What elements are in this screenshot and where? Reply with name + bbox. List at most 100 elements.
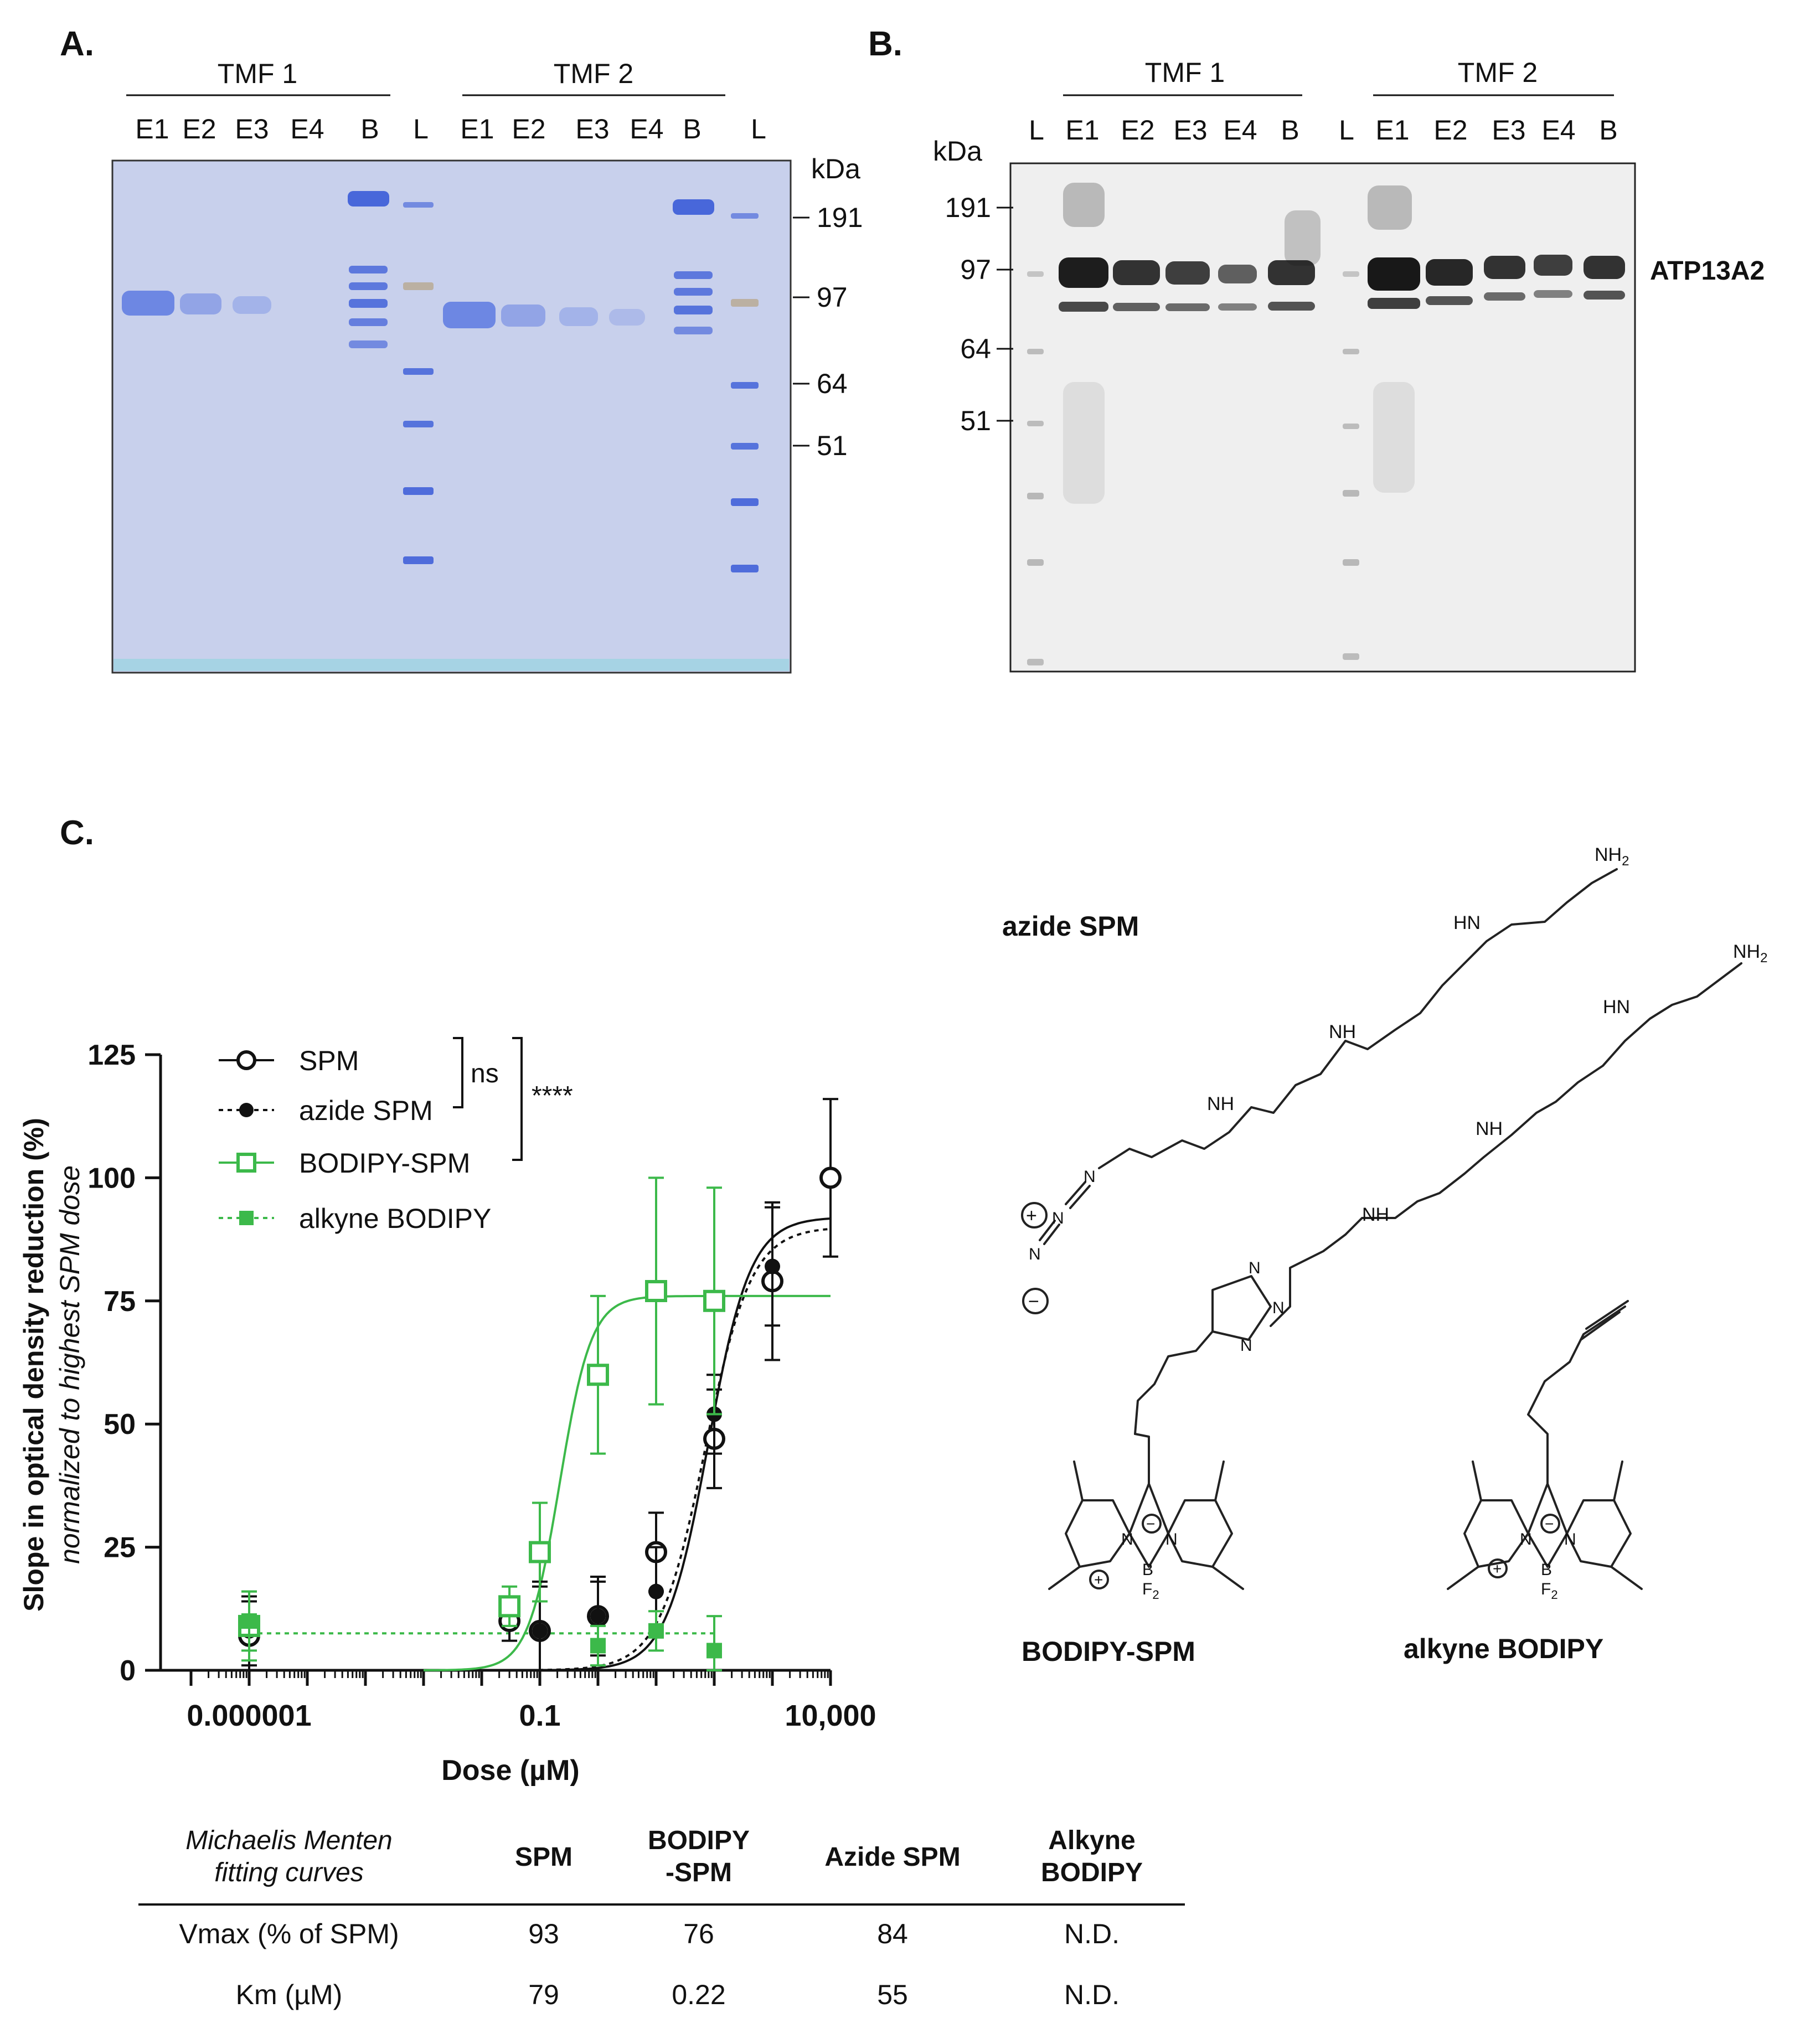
legend-label: alkyne BODIPY	[299, 1203, 491, 1234]
y-tick-label: 50	[104, 1408, 136, 1441]
panel-a-marker-label: 51	[817, 430, 848, 461]
panel-a-lane-label: B	[360, 113, 379, 144]
data-point	[648, 1623, 664, 1639]
x-axis-label: Dose (µM)	[441, 1754, 580, 1787]
table-col-azide: Azide SPM	[824, 1842, 960, 1872]
bodipy-spm-structure	[1270, 962, 1742, 1327]
panel-a-lane-label: L	[751, 113, 766, 144]
table-row-label: Km (µM)	[236, 1979, 343, 2010]
atp13a2-band-label: ATP13A2	[1650, 256, 1765, 286]
panel-b-lane-label: E1	[1375, 115, 1409, 146]
panel-b: B. TMF 1 TMF 2 L E1 E2 E3 E4 B L E1 E2 E3 E4 B kDa	[868, 25, 1765, 673]
legend-marker	[236, 1050, 256, 1070]
panel-a-marker-label: 191	[817, 202, 863, 233]
panel-a-lane-label: E4	[290, 113, 324, 144]
azide-minus: −	[1028, 1291, 1039, 1312]
panel-b-lane-label: E2	[1433, 115, 1467, 146]
atom-bodipy1-b: B	[1142, 1561, 1153, 1579]
atom-hn-2: HN	[1603, 997, 1630, 1018]
atom-nh-1: NH	[1329, 1021, 1356, 1042]
table-body: Vmax (% of SPM) 93 76 84 N.D. Km (µM) 79 0.22 55…	[179, 1918, 1120, 2010]
atom-azide-n2: N	[1052, 1209, 1064, 1227]
bodipy2-plus: +	[1493, 1560, 1502, 1577]
panel-a-lane-label: B	[683, 113, 701, 144]
data-point	[765, 1258, 780, 1274]
panel-a-lane-label: L	[413, 113, 429, 144]
panel-a-label: A.	[60, 25, 94, 63]
table-cell: 93	[528, 1918, 559, 1949]
table-cell: 76	[683, 1918, 714, 1949]
panel-a-lane-label: E2	[512, 113, 545, 144]
bodipy-spm-label: BODIPY-SPM	[1022, 1636, 1195, 1667]
legend-marker	[239, 1103, 254, 1117]
gel-bands	[114, 191, 789, 671]
data-point	[532, 1623, 548, 1639]
table-cell: N.D.	[1064, 1918, 1120, 1949]
ns-label: ns	[471, 1059, 499, 1088]
data-point	[706, 1643, 722, 1659]
atom-triazole-n1: N	[1249, 1259, 1261, 1277]
panel-b-group1-label: TMF 1	[1145, 57, 1225, 88]
chart-legend: SPM azide SPM BODIPY-SPM alkyne BODIPY ns ***…	[219, 1037, 573, 1234]
panel-a: A. TMF 1 TMF 2 E1 E2 E3 E4 B L E1 E2 E3 E4 B L	[60, 25, 863, 674]
legend-marker	[239, 1211, 254, 1225]
atom-triazole-n3: N	[1240, 1336, 1252, 1355]
data-point	[587, 1364, 609, 1386]
table-col-bodipy-line2: -SPM	[666, 1858, 732, 1887]
alkyne-bodipy-structure	[1527, 1305, 1626, 1485]
panel-b-lane-label: E4	[1223, 115, 1257, 146]
alkyne-bodipy-label: alkyne BODIPY	[1404, 1633, 1603, 1664]
atom-bodipy1-n2: N	[1165, 1530, 1178, 1549]
legend-label: SPM	[299, 1045, 359, 1076]
panel-b-marker-label: 51	[960, 405, 991, 436]
data-point	[590, 1638, 606, 1654]
table-cell: N.D.	[1064, 1979, 1120, 2010]
table-col-spm: SPM	[515, 1842, 573, 1872]
table-cell: 79	[528, 1979, 559, 2010]
blot-image	[1009, 162, 1636, 673]
blot-bands	[1027, 183, 1625, 665]
panel-b-lane-label: L	[1029, 115, 1044, 146]
table-header-line1: Michaelis Menten	[185, 1826, 393, 1855]
ns-bracket	[453, 1037, 463, 1108]
chart-data-points	[238, 1098, 842, 1671]
azide-spm-label: azide SPM	[1002, 911, 1139, 942]
gel-image	[111, 159, 792, 674]
chart-axes: 0 25 50 75 100 125 0.000001 0.1 10,000	[87, 1039, 876, 1732]
panel-b-lane-label: E3	[1173, 115, 1207, 146]
data-point	[590, 1608, 606, 1624]
panel-a-group2-label: TMF 2	[554, 58, 633, 89]
table-cell: 84	[877, 1918, 908, 1949]
atom-nh-4: NH	[1362, 1204, 1389, 1225]
fit-curve	[424, 1227, 831, 1671]
atom-nh2-1: NH2	[1595, 844, 1629, 869]
legend-label: azide SPM	[299, 1095, 433, 1126]
dose-response-chart: 0 25 50 75 100 125 0.000001 0.1 10,000 SPM azide …	[87, 1037, 876, 1732]
x-tick-label: 0.000001	[187, 1699, 311, 1732]
panel-a-lane-label: E3	[575, 113, 609, 144]
fit-curve	[424, 1294, 831, 1671]
fit-curve	[424, 1217, 831, 1671]
panel-b-lane-label: E2	[1121, 115, 1154, 146]
chart-fit-curves	[249, 1217, 831, 1671]
panel-a-lane-label: E2	[182, 113, 216, 144]
data-point	[645, 1280, 667, 1303]
fit-table: Michaelis Menten fitting curves SPM BODI…	[138, 1826, 1185, 2010]
bodipy1-plus: +	[1094, 1571, 1103, 1588]
data-point	[529, 1541, 551, 1563]
bodipy1-minus: −	[1146, 1515, 1155, 1532]
y-axis-sublabel: normalized to highest SPM dose	[54, 1165, 85, 1564]
panel-a-lane-label: E3	[235, 113, 269, 144]
panel-a-marker-label: 64	[817, 368, 848, 399]
panel-a-lane-labels: E1 E2 E3 E4 B L E1 E2 E3 E4 B L	[135, 113, 766, 144]
atom-azide-n3: N	[1029, 1245, 1041, 1263]
table-header-line2: fitting curves	[214, 1858, 363, 1887]
x-tick-label: 10,000	[785, 1699, 876, 1732]
y-tick-label: 75	[104, 1286, 136, 1318]
panel-a-markers: 191 97 64 51	[793, 202, 863, 461]
atom-bodipy2-f2: F2	[1541, 1580, 1558, 1602]
panel-b-lane-label: L	[1339, 115, 1354, 146]
panel-b-lane-label: B	[1281, 115, 1299, 146]
y-tick-label: 25	[104, 1532, 136, 1564]
